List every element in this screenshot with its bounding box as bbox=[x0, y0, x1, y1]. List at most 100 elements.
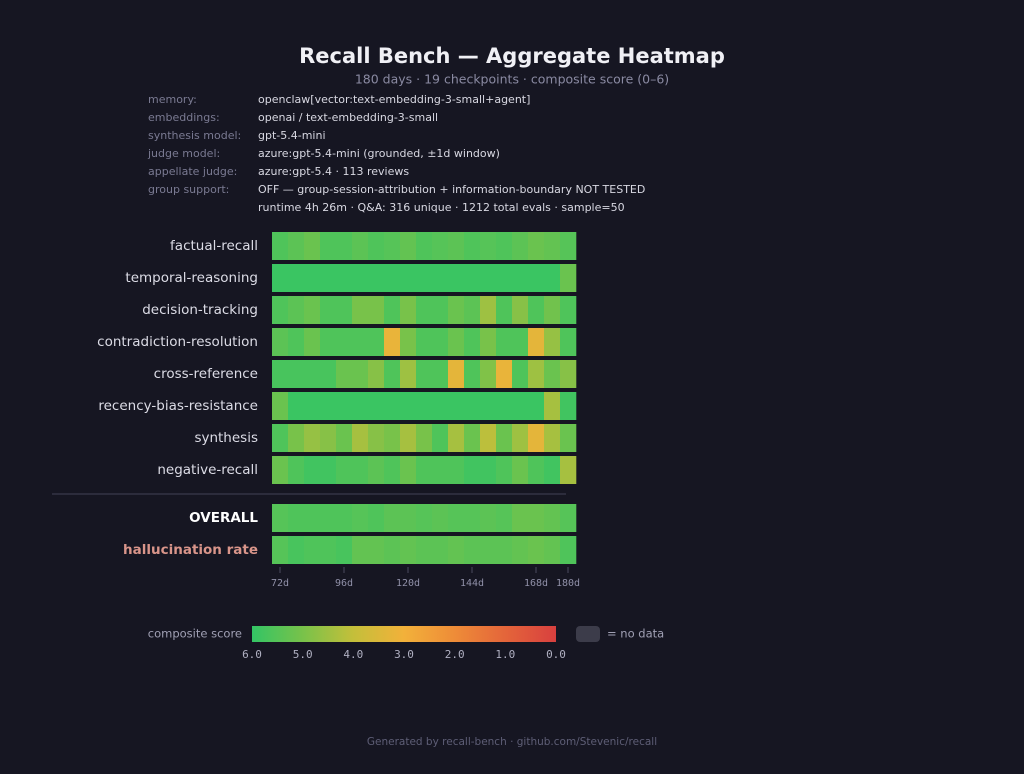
heatmap-cell bbox=[320, 504, 337, 532]
heatmap-cell bbox=[464, 264, 481, 292]
row-label: cross-reference bbox=[154, 366, 258, 382]
heatmap-cell bbox=[368, 456, 385, 484]
heatmap-cell bbox=[384, 232, 401, 260]
heatmap-cell bbox=[304, 232, 321, 260]
heatmap-cell bbox=[336, 296, 353, 324]
meta-value: openclaw[vector:text-embedding-3-small+a… bbox=[258, 93, 530, 106]
heatmap-cell bbox=[432, 232, 449, 260]
heatmap-cell bbox=[512, 264, 529, 292]
heatmap-cell bbox=[400, 232, 417, 260]
heatmap-cell bbox=[512, 296, 529, 324]
heatmap-cell bbox=[336, 456, 353, 484]
heatmap-cell bbox=[464, 456, 481, 484]
colorbar bbox=[252, 626, 556, 642]
heatmap-cell bbox=[560, 264, 577, 292]
heatmap-cell bbox=[432, 536, 449, 564]
heatmap-cell bbox=[368, 536, 385, 564]
heatmap-cell bbox=[528, 536, 545, 564]
meta-label: judge model: bbox=[147, 147, 220, 160]
heatmap-cell bbox=[304, 328, 321, 356]
row-label: synthesis bbox=[194, 430, 258, 446]
heatmap-cell bbox=[368, 360, 385, 388]
heatmap-cell bbox=[544, 456, 561, 484]
chart-subtitle: 180 days · 19 checkpoints · composite sc… bbox=[355, 72, 669, 87]
heatmap-cell bbox=[528, 360, 545, 388]
heatmap-cell bbox=[304, 424, 321, 452]
row-label: recency-bias-resistance bbox=[98, 398, 258, 414]
heatmap-cell bbox=[336, 536, 353, 564]
chart-title: Recall Bench — Aggregate Heatmap bbox=[299, 44, 725, 68]
heatmap-cell bbox=[448, 328, 465, 356]
heatmap-cell bbox=[352, 456, 369, 484]
heatmap-cell bbox=[304, 536, 321, 564]
heatmap-cell bbox=[384, 360, 401, 388]
heatmap-cell bbox=[352, 296, 369, 324]
heatmap-cell bbox=[544, 328, 561, 356]
x-tick-label: 120d bbox=[396, 578, 420, 589]
heatmap-cell bbox=[272, 424, 289, 452]
heatmap-cell bbox=[480, 232, 497, 260]
heatmap-cell bbox=[464, 360, 481, 388]
heatmap-cell bbox=[320, 456, 337, 484]
heatmap-cell bbox=[400, 296, 417, 324]
row-label: hallucination rate bbox=[123, 542, 258, 558]
no-data-swatch bbox=[576, 626, 600, 642]
heatmap-cell bbox=[528, 232, 545, 260]
heatmap-cell bbox=[304, 296, 321, 324]
row-label: contradiction-resolution bbox=[97, 334, 258, 350]
row-label: temporal-reasoning bbox=[125, 270, 258, 286]
heatmap-cell bbox=[432, 504, 449, 532]
heatmap-cell bbox=[544, 536, 561, 564]
heatmap-cell bbox=[464, 504, 481, 532]
x-tick-label: 144d bbox=[460, 578, 484, 589]
heatmap-cell bbox=[320, 424, 337, 452]
heatmap-cell bbox=[480, 360, 497, 388]
heatmap-cell bbox=[528, 328, 545, 356]
heatmap-cell bbox=[528, 264, 545, 292]
heatmap-cell bbox=[528, 296, 545, 324]
heatmap-cell bbox=[496, 456, 513, 484]
heatmap-cell bbox=[368, 424, 385, 452]
heatmap-cell bbox=[560, 328, 577, 356]
heatmap-cell bbox=[448, 360, 465, 388]
heatmap-cell bbox=[480, 264, 497, 292]
heatmap-cell bbox=[416, 456, 433, 484]
heatmap-cell bbox=[336, 504, 353, 532]
heatmap-cell bbox=[464, 296, 481, 324]
heatmap-cell bbox=[544, 296, 561, 324]
heatmap-cell bbox=[352, 536, 369, 564]
heatmap-cell bbox=[512, 424, 529, 452]
heatmap-cell bbox=[416, 424, 433, 452]
heatmap-cell bbox=[416, 536, 433, 564]
heatmap-cell bbox=[384, 328, 401, 356]
heatmap-cell bbox=[528, 424, 545, 452]
heatmap-cell bbox=[288, 232, 305, 260]
heatmap-cell bbox=[272, 392, 289, 420]
heatmap-cell bbox=[512, 232, 529, 260]
heatmap-cell bbox=[336, 392, 353, 420]
heatmap-cell bbox=[480, 536, 497, 564]
heatmap-cell bbox=[288, 296, 305, 324]
heatmap-cell bbox=[464, 328, 481, 356]
heatmap-cell bbox=[288, 264, 305, 292]
heatmap-cell bbox=[304, 456, 321, 484]
heatmap-cell bbox=[496, 536, 513, 564]
heatmap-cell bbox=[320, 360, 337, 388]
heatmap-cell bbox=[336, 424, 353, 452]
heatmap-cell bbox=[336, 360, 353, 388]
heatmap-cell bbox=[544, 392, 561, 420]
heatmap-cell bbox=[352, 264, 369, 292]
heatmap-cell bbox=[448, 392, 465, 420]
heatmap-cell bbox=[448, 424, 465, 452]
heatmap-cell bbox=[464, 536, 481, 564]
heatmap-cell bbox=[320, 328, 337, 356]
colorbar-tick-label: 2.0 bbox=[445, 648, 465, 661]
footer: Generated by recall-bench · github.com/S… bbox=[367, 736, 657, 748]
heatmap-cell bbox=[400, 456, 417, 484]
heatmap-cell bbox=[512, 392, 529, 420]
meta-note: runtime 4h 26m · Q&A: 316 unique · 1212 … bbox=[258, 201, 625, 214]
heatmap-cell bbox=[512, 456, 529, 484]
heatmap-cell bbox=[320, 232, 337, 260]
heatmap-cell bbox=[272, 504, 289, 532]
